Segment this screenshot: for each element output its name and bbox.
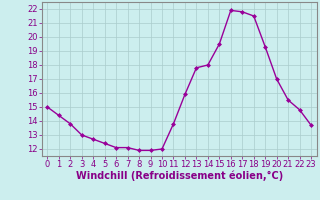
X-axis label: Windchill (Refroidissement éolien,°C): Windchill (Refroidissement éolien,°C) — [76, 171, 283, 181]
